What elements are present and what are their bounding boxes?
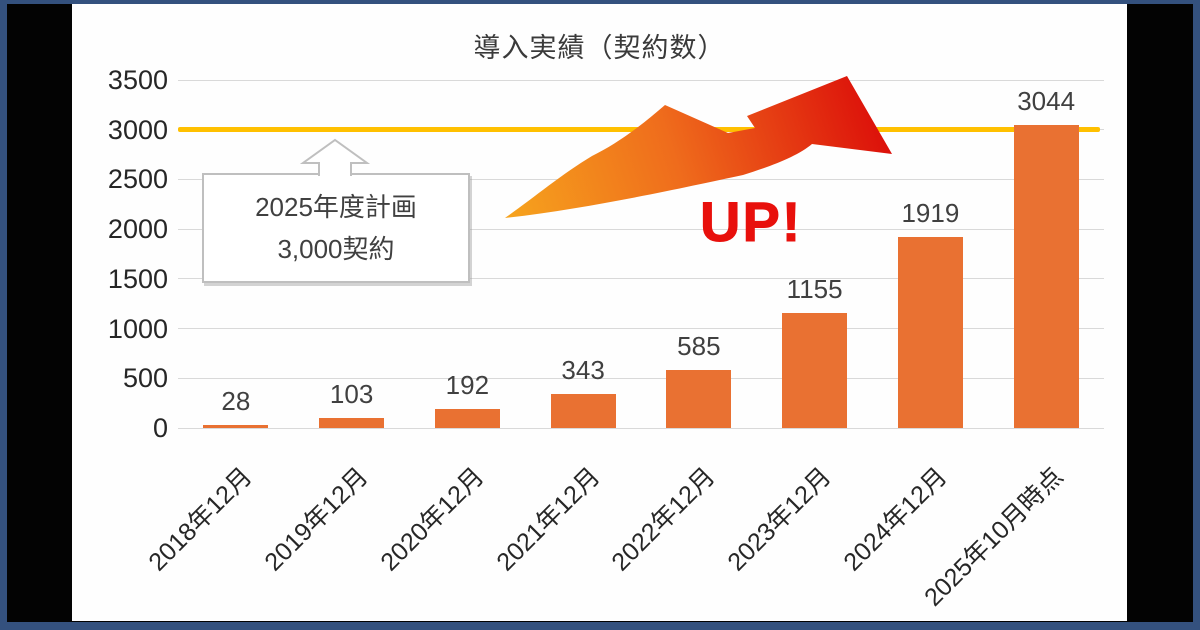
bar bbox=[782, 313, 848, 428]
bar bbox=[434, 408, 500, 428]
x-axis-label: 2020年12月 bbox=[375, 462, 490, 577]
y-axis-label: 0 bbox=[152, 413, 168, 443]
bar bbox=[319, 417, 385, 428]
gridline bbox=[178, 427, 1104, 429]
plot-area: 28 103 192 343 585 1155 1919 3044 bbox=[178, 79, 1104, 429]
y-axis-label: 1500 bbox=[107, 263, 168, 294]
bar-value-label: 103 bbox=[329, 378, 374, 409]
bar bbox=[203, 425, 269, 428]
x-axis-label: 2023年12月 bbox=[722, 462, 837, 577]
gridline bbox=[178, 228, 1104, 230]
bar-value-label: 28 bbox=[221, 386, 251, 417]
x-axis-label: 2021年12月 bbox=[491, 462, 606, 577]
y-axis-label: 3500 bbox=[107, 65, 168, 95]
bar-value-label: 343 bbox=[561, 354, 605, 385]
bar-value-label: 1155 bbox=[786, 274, 843, 305]
chart-canvas: 導入実績（契約数） 28 103 192 343 585 1155 1919 3044 202… bbox=[72, 4, 1127, 621]
chart-title: 導入実績（契約数） bbox=[473, 33, 726, 63]
y-axis-label: 2000 bbox=[107, 214, 168, 245]
y-axis-label: 2500 bbox=[107, 164, 168, 195]
callout-line-2: 3,000契約 bbox=[277, 234, 395, 264]
bar bbox=[1013, 125, 1079, 428]
bar-value-label: 3044 bbox=[1017, 86, 1076, 117]
gridline bbox=[178, 79, 1104, 81]
bar-value-label: 585 bbox=[677, 330, 721, 361]
x-axis-label: 2019年12月 bbox=[259, 462, 374, 577]
bar bbox=[666, 369, 732, 428]
x-axis-label: 2018年12月 bbox=[143, 462, 258, 577]
bar-value-label: 1919 bbox=[901, 198, 960, 229]
bar bbox=[897, 237, 963, 428]
y-axis-label: 1000 bbox=[107, 313, 168, 344]
up-badge: UP! bbox=[699, 190, 803, 253]
target-line bbox=[178, 127, 1100, 133]
y-axis-label: 500 bbox=[122, 363, 168, 394]
callout-box: 2025年度計画 3,000契約 bbox=[202, 173, 470, 283]
bar-value-label: 192 bbox=[445, 369, 490, 400]
gridline bbox=[178, 377, 1104, 379]
y-axis-label: 3000 bbox=[107, 114, 168, 145]
x-axis-label: 2022年12月 bbox=[606, 462, 721, 577]
x-axis-label: 2024年12月 bbox=[838, 462, 953, 577]
callout-line-1: 2025年度計画 bbox=[255, 192, 417, 222]
bar bbox=[550, 393, 616, 428]
gridline bbox=[178, 278, 1104, 280]
gridline bbox=[178, 328, 1104, 330]
